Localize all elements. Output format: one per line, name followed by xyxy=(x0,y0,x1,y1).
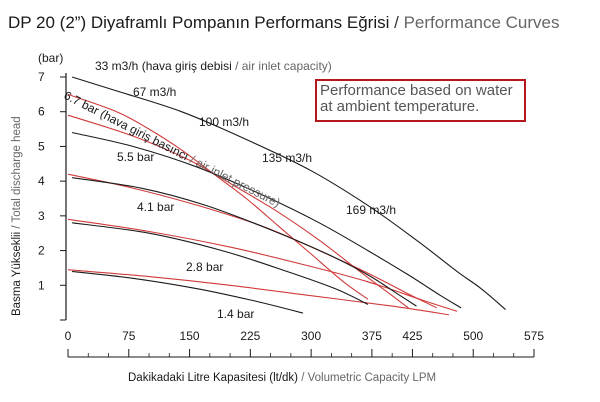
x-axis-title-tr: Dakikadaki Litre Kapasitesi (lt/dk) xyxy=(128,372,298,384)
x-tick-label: 575 xyxy=(524,329,544,343)
axes: (bar) Dakikadaki Litre Kapasitesi (lt/dk… xyxy=(11,51,544,384)
water-note-box: Performance based on water at ambient te… xyxy=(315,79,526,122)
x-tick-label: 225 xyxy=(240,329,260,343)
x-axis-title: Dakikadaki Litre Kapasitesi (lt/dk) / Vo… xyxy=(128,372,436,384)
y-tick-label: 2 xyxy=(38,244,45,258)
y-tick-label: 6 xyxy=(38,105,45,119)
air-pressure-curve-1-4 xyxy=(72,270,304,314)
y-axis-title-tr: Basma Yükseklii xyxy=(11,232,23,316)
x-tick-label: 500 xyxy=(463,329,483,343)
y-tick-label: 5 xyxy=(38,139,45,153)
y-tick-label: 3 xyxy=(38,209,45,223)
note-line-2: at ambient temperature. xyxy=(320,98,480,115)
air-flow-curve-135 xyxy=(67,218,458,312)
air-pressure-curve-4-1 xyxy=(72,177,417,307)
x-axis-title-en: / Volumetric Capacity LPM xyxy=(301,372,436,384)
x-tick-label: 300 xyxy=(301,329,321,343)
air-pressure-label-4-1: 4.1 bar xyxy=(137,200,174,214)
air-pressure-label-6-7: 6.7 bar (hava giriş basıncı / air inlet … xyxy=(62,88,283,210)
x-tick-label: 425 xyxy=(402,329,422,343)
x-tick-label: 75 xyxy=(122,329,136,343)
curve-layer xyxy=(67,76,506,316)
air-flow-label-135: 135 m3/h xyxy=(262,151,312,165)
y-unit-label: (bar) xyxy=(38,51,63,65)
y-axis-title: Basma Yükseklii / Total discharge head xyxy=(11,116,23,316)
air-flow-label-169: 169 m3/h xyxy=(346,203,396,217)
air-pressure-curve-2-8 xyxy=(72,222,369,305)
y-axis-title-en: / Total discharge head xyxy=(11,116,23,228)
chart-title: DP 20 (2”) Diyaframlı Pompanın Performan… xyxy=(8,13,559,33)
chart-title-tr: DP 20 (2”) Diyaframlı Pompanın Performan… xyxy=(8,13,390,32)
air-flow-curve-169 xyxy=(67,269,449,316)
air-flow-label-67: 67 m3/h xyxy=(133,85,176,99)
note-line-1: Performance based on water xyxy=(320,82,513,99)
air-flow-curve-67 xyxy=(67,114,409,309)
chart-title-separator: / xyxy=(394,13,399,32)
air-flow-curve-33 xyxy=(67,93,369,300)
y-tick-label: 7 xyxy=(38,70,45,84)
y-tick-label: 4 xyxy=(38,174,45,188)
air-flow-label-33: 33 m3/h (hava giriş debisi / air inlet c… xyxy=(95,59,332,73)
air-flow-label-100: 100 m3/h xyxy=(199,115,249,129)
air-pressure-label-5-5: 5.5 bar xyxy=(117,150,154,164)
x-tick-label: 150 xyxy=(180,329,200,343)
air-pressure-label-2-8: 2.8 bar xyxy=(186,260,223,274)
x-tick-label: 375 xyxy=(362,329,382,343)
y-tick-label: 1 xyxy=(38,278,45,292)
air-pressure-label-1-4: 1.4 bar xyxy=(217,307,254,321)
air-pressure-curve-6-7 xyxy=(71,76,506,311)
x-tick-label: 0 xyxy=(65,329,72,343)
air-pressure-curve-5-5 xyxy=(71,131,462,309)
chart-title-en: Performance Curves xyxy=(403,13,560,32)
